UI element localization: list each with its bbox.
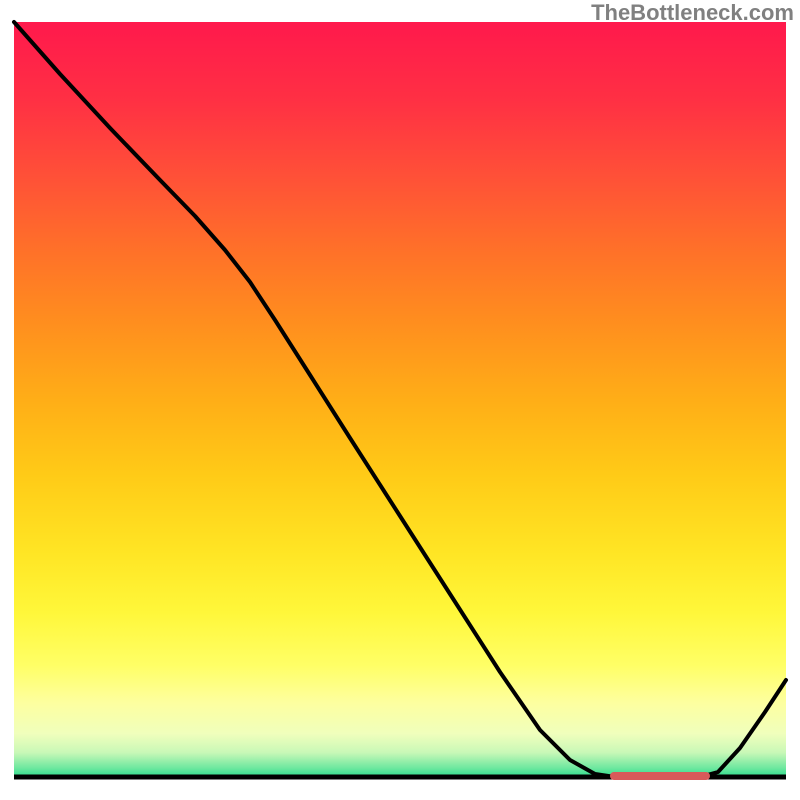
optimum-range-marker xyxy=(610,772,710,780)
watermark-text: TheBottleneck.com xyxy=(591,0,794,26)
bottleneck-curve xyxy=(14,22,786,777)
chart-container: TheBottleneck.com xyxy=(0,0,800,800)
curve-overlay xyxy=(0,0,800,800)
